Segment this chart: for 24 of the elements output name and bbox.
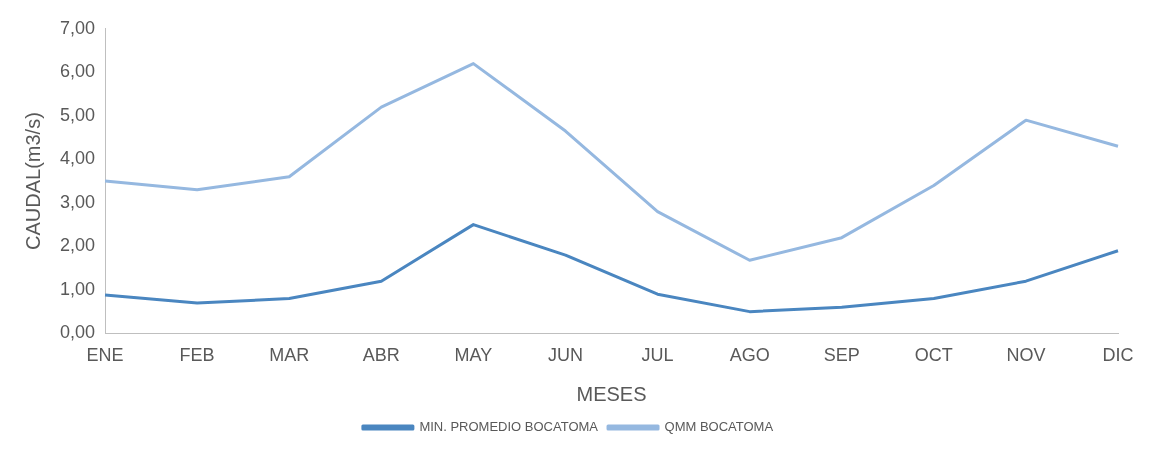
x-tick-label: ABR: [362, 345, 400, 366]
y-axis-title: CAUDAL(m3/s): [21, 112, 44, 250]
y-tick-label: 3,00: [59, 191, 96, 212]
x-tick-label: NOV: [1006, 345, 1046, 366]
y-tick-label: 2,00: [59, 235, 96, 256]
x-tick-label: JUL: [641, 345, 674, 366]
legend-label: MIN. PROMEDIO BOCATOMA: [419, 419, 599, 435]
x-axis-title: MESES: [576, 382, 647, 405]
x-tick-label: AGO: [729, 345, 770, 366]
x-tick-label: OCT: [914, 345, 953, 366]
x-tick-label: SEP: [823, 345, 860, 366]
x-tick-label: FEB: [179, 345, 215, 366]
y-tick-label: 4,00: [59, 148, 96, 169]
x-tick-label: DIC: [1102, 345, 1134, 366]
x-tick-label: ENE: [86, 345, 124, 366]
x-tick-label: MAY: [454, 345, 493, 366]
y-tick-label: 1,00: [59, 278, 96, 299]
legend-label: QMM BOCATOMA: [664, 419, 774, 435]
x-tick-label: JUN: [547, 345, 583, 366]
y-tick-label: 0,00: [59, 322, 96, 343]
y-tick-label: 7,00: [59, 17, 96, 38]
x-tick-label: MAR: [269, 345, 310, 366]
y-tick-label: 5,00: [59, 104, 96, 125]
y-tick-label: 6,00: [59, 61, 96, 82]
